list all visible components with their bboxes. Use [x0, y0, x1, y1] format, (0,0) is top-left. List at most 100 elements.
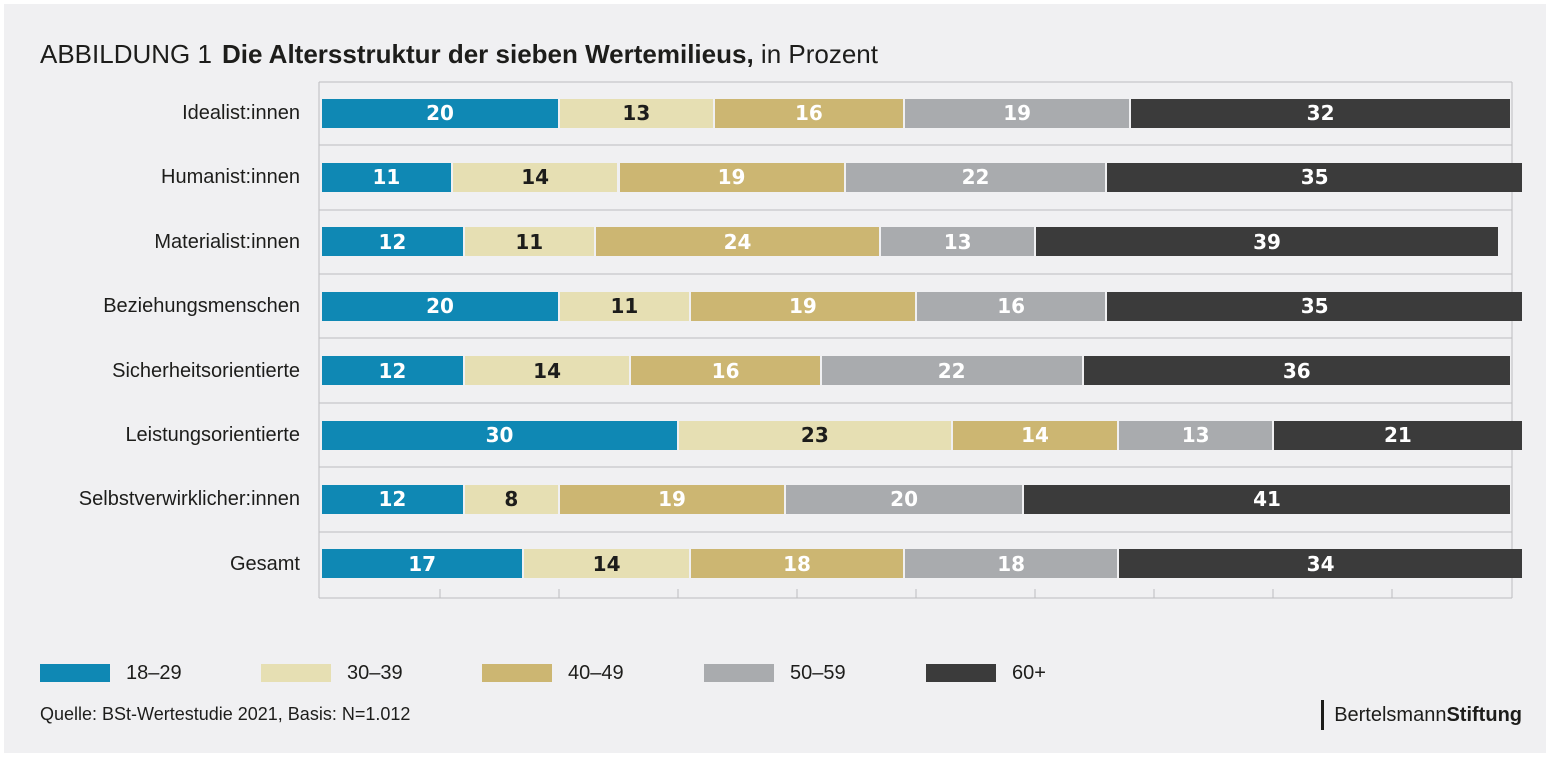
figure-title: ABBILDUNG 1 Die Altersstruktur der sieben… — [40, 36, 878, 72]
bar-value-label: 12 — [378, 487, 407, 512]
bar-value-label: 16 — [997, 294, 1026, 319]
bar-value-label: 14 — [592, 551, 621, 576]
bar-value-label: 39 — [1253, 229, 1281, 254]
bar-segment: 41 — [1024, 484, 1510, 514]
bar-value-label: 17 — [408, 551, 437, 576]
bar-value-label: 16 — [794, 101, 823, 125]
bar-value-label: 11 — [515, 229, 544, 254]
bar-value-label: 14 — [1021, 423, 1049, 447]
bar-segment: 36 — [1083, 356, 1510, 386]
bar-value-label: 13 — [622, 101, 651, 125]
bar-segment: 22 — [821, 356, 1082, 386]
bar-segment: 20 — [786, 484, 1023, 514]
bar-segment: 13 — [881, 227, 1034, 257]
bar-segment: 13 — [1119, 420, 1272, 450]
legend-label: 18–29 — [126, 662, 182, 684]
category-label: Beziehungsmenschen — [103, 295, 300, 318]
bar-segment: 13 — [560, 98, 713, 128]
bar-segment: 39 — [1036, 227, 1499, 257]
bar-segment: 14 — [452, 162, 618, 192]
bar-segment: 16 — [917, 291, 1106, 321]
bar-segment: 11 — [560, 291, 689, 321]
bar-value-label: 12 — [378, 358, 407, 383]
bar-value-label: 24 — [723, 229, 752, 254]
legend-label: 40–49 — [568, 662, 624, 684]
category-label: Humanist:innen — [161, 166, 300, 189]
bar-value-label: 14 — [533, 358, 562, 383]
bar-value-label: 8 — [504, 487, 519, 512]
bar-value-label: 13 — [1181, 423, 1210, 447]
bar-value-label: 14 — [521, 165, 550, 190]
category-label: Gesamt — [229, 552, 300, 575]
bar-segment: 16 — [631, 356, 820, 386]
bar-value-label: 19 — [658, 487, 686, 512]
bar-value-label: 34 — [1306, 551, 1335, 576]
bar-segment: 21 — [1274, 420, 1522, 450]
bar-segment: 23 — [679, 420, 951, 450]
brand-logo: BertelsmannStiftung — [1321, 700, 1522, 730]
bar-segment: 17 — [322, 549, 523, 579]
legend-swatch — [40, 664, 110, 682]
bar-value-label: 18 — [783, 551, 811, 576]
bar-segment: 34 — [1119, 549, 1522, 579]
bar-segment: 35 — [1107, 162, 1522, 192]
legend-swatch — [482, 664, 552, 682]
legend-swatch — [261, 664, 331, 682]
bar-segment: 24 — [595, 227, 880, 257]
bar-value-label: 35 — [1300, 165, 1329, 190]
brand-part2: Stiftung — [1446, 704, 1522, 726]
bar-segment: 19 — [560, 484, 785, 514]
bar-segment: 8 — [464, 484, 558, 514]
category-label: Sicherheitsorientierte — [112, 359, 300, 382]
bar-segment: 18 — [690, 549, 904, 579]
figure-main-title: Die Altersstruktur der sieben Wertemilie… — [221, 39, 754, 69]
bar-segment: 14 — [524, 549, 689, 579]
bar-segment: 16 — [714, 98, 904, 128]
bar-segment: 18 — [905, 549, 1118, 579]
bar-segment: 19 — [690, 291, 915, 321]
category-label: Selbstverwirklicher:innen — [78, 488, 300, 511]
bar-value-label: 20 — [426, 101, 454, 125]
bar-value-label: 16 — [711, 358, 740, 383]
category-label: Materialist:innen — [154, 230, 300, 253]
bar-segment: 19 — [619, 162, 844, 192]
stacked-bar-chart — [318, 81, 1513, 599]
bar-value-label: 12 — [378, 229, 407, 254]
bar-value-label: 22 — [961, 165, 990, 190]
bar-segment: 12 — [322, 484, 463, 514]
bar-value-label: 13 — [943, 229, 972, 254]
bar-segment: 11 — [464, 227, 594, 257]
bar-value-label: 18 — [997, 551, 1026, 576]
bar-value-label: 11 — [372, 165, 401, 190]
legend-swatch — [704, 664, 774, 682]
bar-value-label: 19 — [717, 165, 746, 190]
bar-segment: 20 — [322, 291, 558, 321]
bar-value-label: 21 — [1384, 423, 1412, 447]
legend-label: 60+ — [1012, 662, 1046, 684]
legend-swatch — [926, 664, 996, 682]
category-label: Idealist:innen — [182, 102, 300, 124]
category-label: Leistungsorientierte — [125, 424, 300, 446]
bar-value-label: 20 — [426, 294, 454, 319]
bar-value-label: 23 — [800, 423, 829, 447]
bar-segment: 30 — [322, 420, 677, 450]
bar-segment: 12 — [322, 356, 463, 386]
bar-segment: 14 — [464, 356, 630, 386]
bar-segment: 32 — [1131, 98, 1510, 128]
bar-value-label: 19 — [1003, 101, 1032, 125]
figure-unit: in Prozent — [760, 39, 878, 69]
bar-segment: 12 — [322, 227, 463, 257]
bar-value-label: 32 — [1306, 101, 1335, 125]
brand-part1: Bertelsmann — [1334, 704, 1447, 726]
bar-segment: 19 — [905, 98, 1130, 128]
bar-segment: 20 — [322, 98, 558, 128]
bar-value-label: 35 — [1300, 294, 1329, 319]
legend-label: 50–59 — [790, 662, 846, 684]
bar-value-label: 22 — [937, 358, 966, 383]
bar-segment: 35 — [1107, 291, 1522, 321]
bar-segment: 14 — [952, 420, 1118, 450]
bar-value-label: 20 — [890, 487, 919, 512]
figure-label: ABBILDUNG 1 — [40, 39, 212, 69]
source-note: Quelle: BSt-Wertestudie 2021, Basis: N=1… — [40, 704, 411, 724]
bar-value-label: 36 — [1282, 358, 1311, 383]
